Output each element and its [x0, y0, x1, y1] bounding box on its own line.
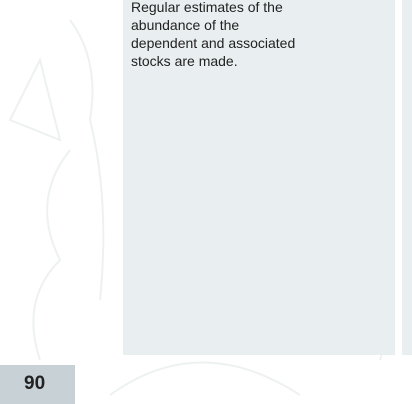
- side-panel: [402, 0, 412, 355]
- page: {"body": {"text": "Regular estimates of …: [0, 0, 412, 404]
- page-number: 90: [24, 373, 45, 395]
- body-text: Regular estimates of the abundance of th…: [131, 0, 309, 70]
